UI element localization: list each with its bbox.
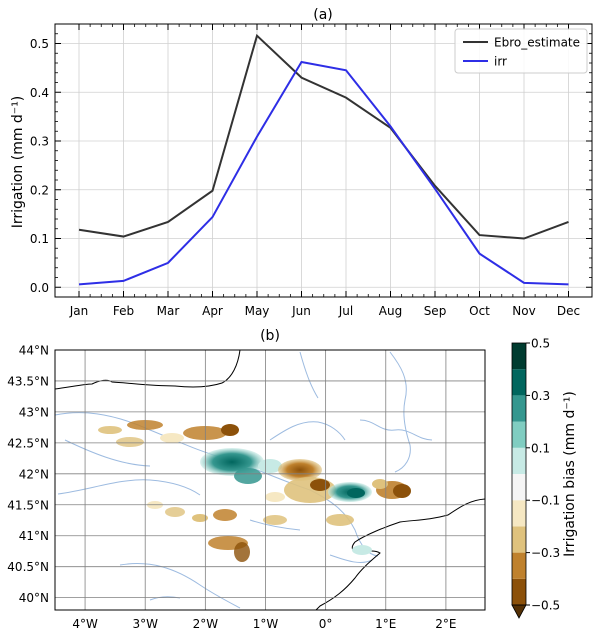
- x-tick-label: Nov: [512, 304, 535, 318]
- colorbar-cell: [512, 395, 526, 422]
- colorbar-cell: [512, 526, 526, 553]
- map-y-tick-label: 42.5°N: [7, 436, 49, 450]
- chart-a: (a) Jan Feb Mar Apr May Jun Jul Aug Sep Oct Nov Dec…: [10, 7, 593, 318]
- map-content: [55, 350, 485, 610]
- map-x-tick-label: 3°W: [132, 617, 158, 631]
- y-tick-label: 0.3: [30, 135, 49, 149]
- colorbar-cell: [512, 552, 526, 579]
- chart-a-title: (a): [313, 7, 333, 23]
- map-frame: [54, 349, 486, 611]
- series-line-irr: [78, 60, 569, 286]
- y-tick-label: 0.4: [30, 86, 49, 100]
- y-tick-label: 0.5: [30, 37, 49, 51]
- map-y-tick-label: 43°N: [19, 405, 49, 419]
- x-tick-label: May: [245, 304, 270, 318]
- colorbar-extend-low: [511, 604, 527, 619]
- legend-label-ebro: Ebro_estimate: [494, 36, 580, 50]
- map-x-tick-label: 4°W: [72, 617, 98, 631]
- x-tick-label: Feb: [113, 304, 134, 318]
- chart-b-title: (b): [260, 328, 280, 344]
- map-x-ticks: 4°W 3°W 2°W 1°W 0° 1°E 2°E: [72, 617, 456, 631]
- map-y-tick-label: 40.5°N: [7, 560, 49, 574]
- colorbar-cell: [512, 421, 526, 448]
- map-y-tick-label: 40°N: [19, 591, 49, 605]
- colorbar-cell: [512, 343, 526, 370]
- chart-a-legend: Ebro_estimate irr: [454, 28, 588, 74]
- colorbar-tick-label: −0.3: [531, 546, 560, 560]
- x-tick-label: Oct: [469, 304, 490, 318]
- map-bias-field: [98, 420, 411, 562]
- x-tick-label: Apr: [202, 304, 223, 318]
- map-x-tick-label: 2°E: [435, 617, 456, 631]
- map-gridlines: [55, 350, 485, 610]
- colorbar-tick-label: −0.1: [531, 494, 560, 508]
- x-tick-label: Dec: [557, 304, 580, 318]
- colorbar-tick-label: 0.1: [531, 441, 550, 455]
- colorbar-ticks: 0.5 0.3 0.1 −0.1 −0.3 −0.5: [526, 337, 560, 613]
- map-x-tick-label: 1°E: [375, 617, 396, 631]
- map-y-ticks: 44°N 43.5°N 43°N 42.5°N 42°N 41.5°N 41°N 40.5°N…: [7, 344, 49, 606]
- chart-a-x-ticks: Jan Feb Mar Apr May Jun Jul Aug Sep Oct Nov Dec: [69, 24, 580, 318]
- map-y-tick-label: 41.5°N: [7, 498, 49, 512]
- map-x-tick-label: 0°: [319, 617, 333, 631]
- x-tick-label: Jun: [291, 304, 311, 318]
- y-tick-label: 0.2: [30, 183, 49, 197]
- map-y-tick-label: 42°N: [19, 467, 49, 481]
- x-tick-label: Aug: [379, 304, 402, 318]
- colorbar-cell: [512, 369, 526, 396]
- map-y-tick-label: 43.5°N: [7, 374, 49, 388]
- y-tick-label: 0.0: [30, 281, 49, 295]
- x-tick-label: Sep: [424, 304, 447, 318]
- map-y-tick-label: 44°N: [19, 344, 49, 358]
- colorbar-label: Irrigation bias (mm d⁻¹): [562, 391, 578, 557]
- chart-a-ylabel: Irrigation (mm d⁻¹): [10, 96, 26, 229]
- map-x-tick-label: 2°W: [193, 617, 219, 631]
- map-y-tick-label: 41°N: [19, 529, 49, 543]
- colorbar-cells: [512, 343, 526, 605]
- chart-a-y-ticks: 0.0 0.1 0.2 0.3 0.4 0.5: [30, 33, 592, 298]
- x-tick-label: Mar: [157, 304, 180, 318]
- y-tick-label: 0.1: [30, 232, 49, 246]
- colorbar-tick-label: 0.3: [531, 389, 550, 403]
- colorbar-cell: [512, 447, 526, 474]
- legend-label-irr: irr: [494, 55, 507, 69]
- colorbar: 0.5 0.3 0.1 −0.1 −0.3 −0.5 Irrigation bias (m…: [511, 337, 578, 619]
- chart-b: (b): [7, 328, 578, 631]
- colorbar-tick-label: −0.5: [531, 599, 560, 613]
- chart-a-series: [78, 33, 569, 286]
- x-tick-label: Jan: [69, 304, 89, 318]
- map-x-tick-label: 1°W: [253, 617, 279, 631]
- colorbar-cell: [512, 474, 526, 501]
- series-line-ebro: [78, 33, 569, 240]
- colorbar-cell: [512, 578, 526, 605]
- x-tick-label: Jul: [338, 304, 353, 318]
- colorbar-tick-label: 0.5: [531, 337, 550, 351]
- colorbar-cell: [512, 500, 526, 527]
